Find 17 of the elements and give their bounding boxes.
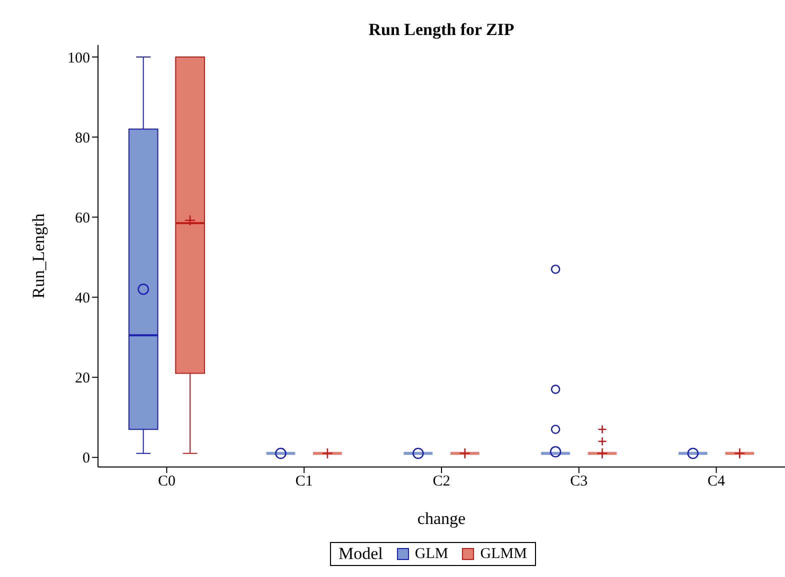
y-axis-title: Run_Length — [29, 213, 48, 298]
y-tick-label: 100 — [68, 50, 90, 66]
y-tick-label: 60 — [75, 210, 90, 226]
legend-label: GLMM — [480, 546, 527, 562]
x-axis-title: change — [417, 509, 466, 528]
x-tick-label: C0 — [158, 474, 176, 490]
x-tick-label: C3 — [570, 474, 588, 490]
legend-label: GLM — [414, 546, 448, 562]
x-tick-label: C2 — [432, 474, 450, 490]
y-tick-label: 40 — [75, 290, 90, 307]
y-tick-label: 80 — [75, 130, 90, 146]
x-tick-label: C4 — [708, 474, 726, 490]
chart-title: Run Length for ZIP — [368, 20, 516, 40]
legend-title: Model — [338, 544, 383, 564]
y-tick-label: 20 — [75, 370, 90, 387]
y-tick-label: 0 — [82, 450, 90, 467]
x-tick-label: C1 — [295, 474, 313, 490]
